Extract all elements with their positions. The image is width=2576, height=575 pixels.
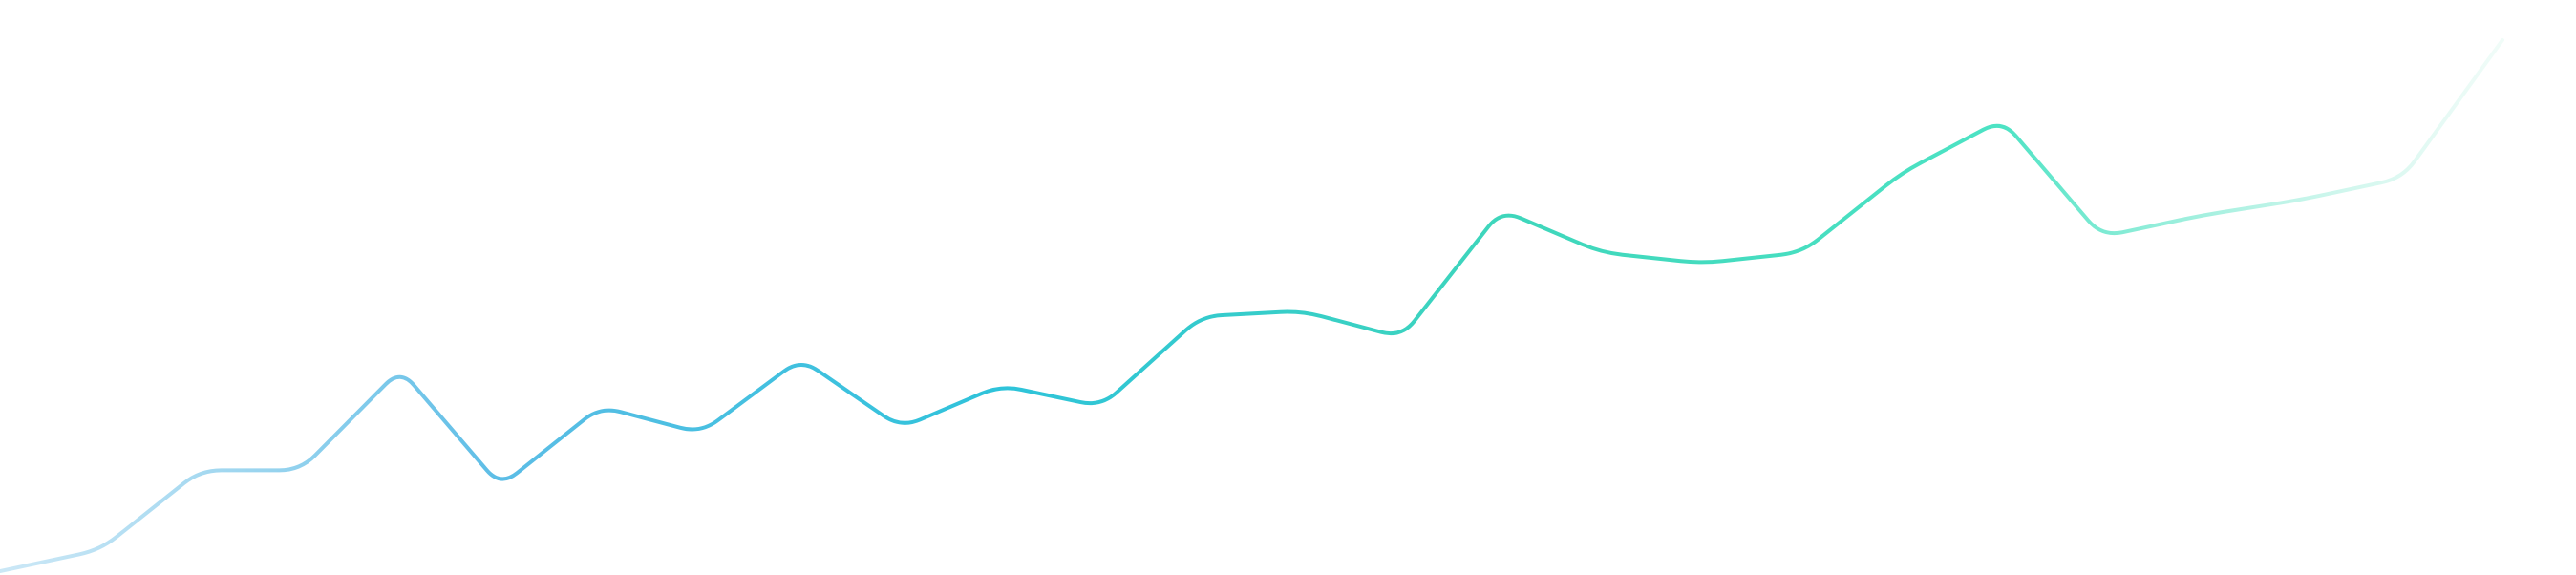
series-line bbox=[0, 38, 2504, 573]
series-group bbox=[0, 38, 2504, 573]
